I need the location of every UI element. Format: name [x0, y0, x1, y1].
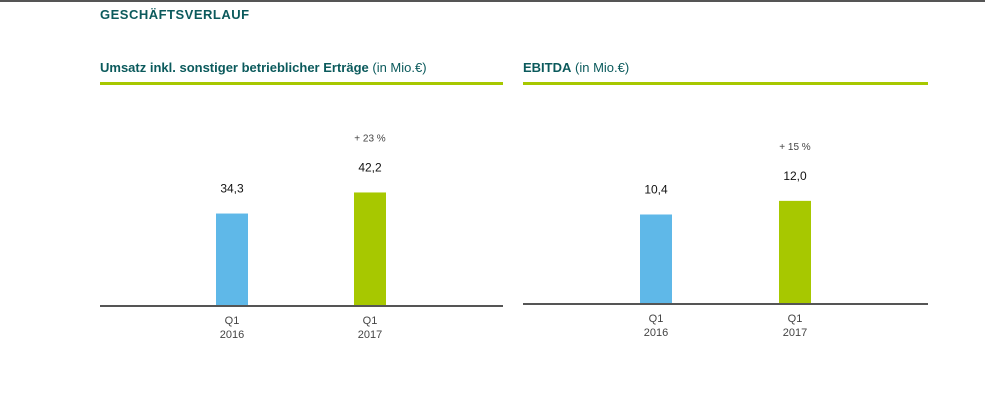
ebitda-bar-1	[640, 214, 672, 303]
revenue-bar-2	[354, 192, 386, 305]
revenue-tick-label-1-year: 2016	[220, 329, 244, 341]
chart-2-title-unit: (in Mio.€)	[575, 60, 630, 75]
ebitda-value-label-1: 10,4	[644, 182, 668, 196]
revenue-value-label-2: 42,2	[358, 160, 382, 174]
chart-1-title-rule	[100, 82, 503, 85]
chart-1-title-unit: (in Mio.€)	[372, 60, 427, 75]
revenue-x-axis-line	[100, 305, 503, 307]
ebitda-value-label-2: 12,0	[783, 169, 807, 183]
revenue-tick-label-2-quarter: Q1	[363, 315, 378, 327]
revenue-value-label-1: 34,3	[220, 182, 244, 196]
chart-2-title: EBITDA (in Mio.€)	[523, 60, 629, 75]
top-border	[0, 0, 985, 2]
chart-2-title-text: EBITDA	[523, 60, 572, 75]
ebitda-x-axis-line	[523, 303, 928, 305]
revenue-change-label: + 23 %	[354, 133, 386, 144]
chart-1-title: Umsatz inkl. sonstiger betrieblicher Ert…	[100, 60, 427, 75]
ebitda-change-label: + 15 %	[779, 142, 811, 153]
revenue-tick-label-2-year: 2017	[358, 329, 382, 341]
section-heading: GESCHÄFTSVERLAUF	[100, 7, 250, 22]
ebitda-tick-label-2-quarter: Q1	[788, 313, 803, 325]
ebitda-bar-2	[779, 200, 811, 303]
revenue-tick-label-1-quarter: Q1	[225, 315, 240, 327]
ebitda-tick-label-1-year: 2016	[644, 327, 668, 339]
chart-1-title-text: Umsatz inkl. sonstiger betrieblicher Ert…	[100, 60, 369, 75]
revenue-bar-1	[216, 213, 248, 305]
ebitda-tick-label-1-quarter: Q1	[649, 313, 664, 325]
chart-2-title-rule	[523, 82, 928, 85]
ebitda-tick-label-2-year: 2017	[783, 327, 807, 339]
